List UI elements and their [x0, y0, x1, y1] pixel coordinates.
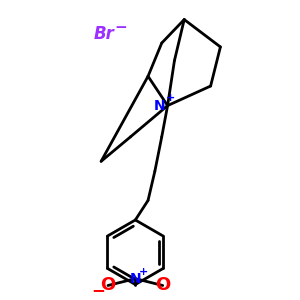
Text: O: O	[100, 277, 116, 295]
Text: +: +	[139, 267, 148, 277]
Text: N: N	[154, 99, 166, 112]
Text: O: O	[155, 277, 170, 295]
Text: N: N	[130, 272, 141, 286]
Text: Br: Br	[94, 25, 115, 43]
Text: +: +	[166, 93, 175, 103]
Text: −: −	[114, 20, 127, 35]
Text: −: −	[91, 281, 105, 299]
